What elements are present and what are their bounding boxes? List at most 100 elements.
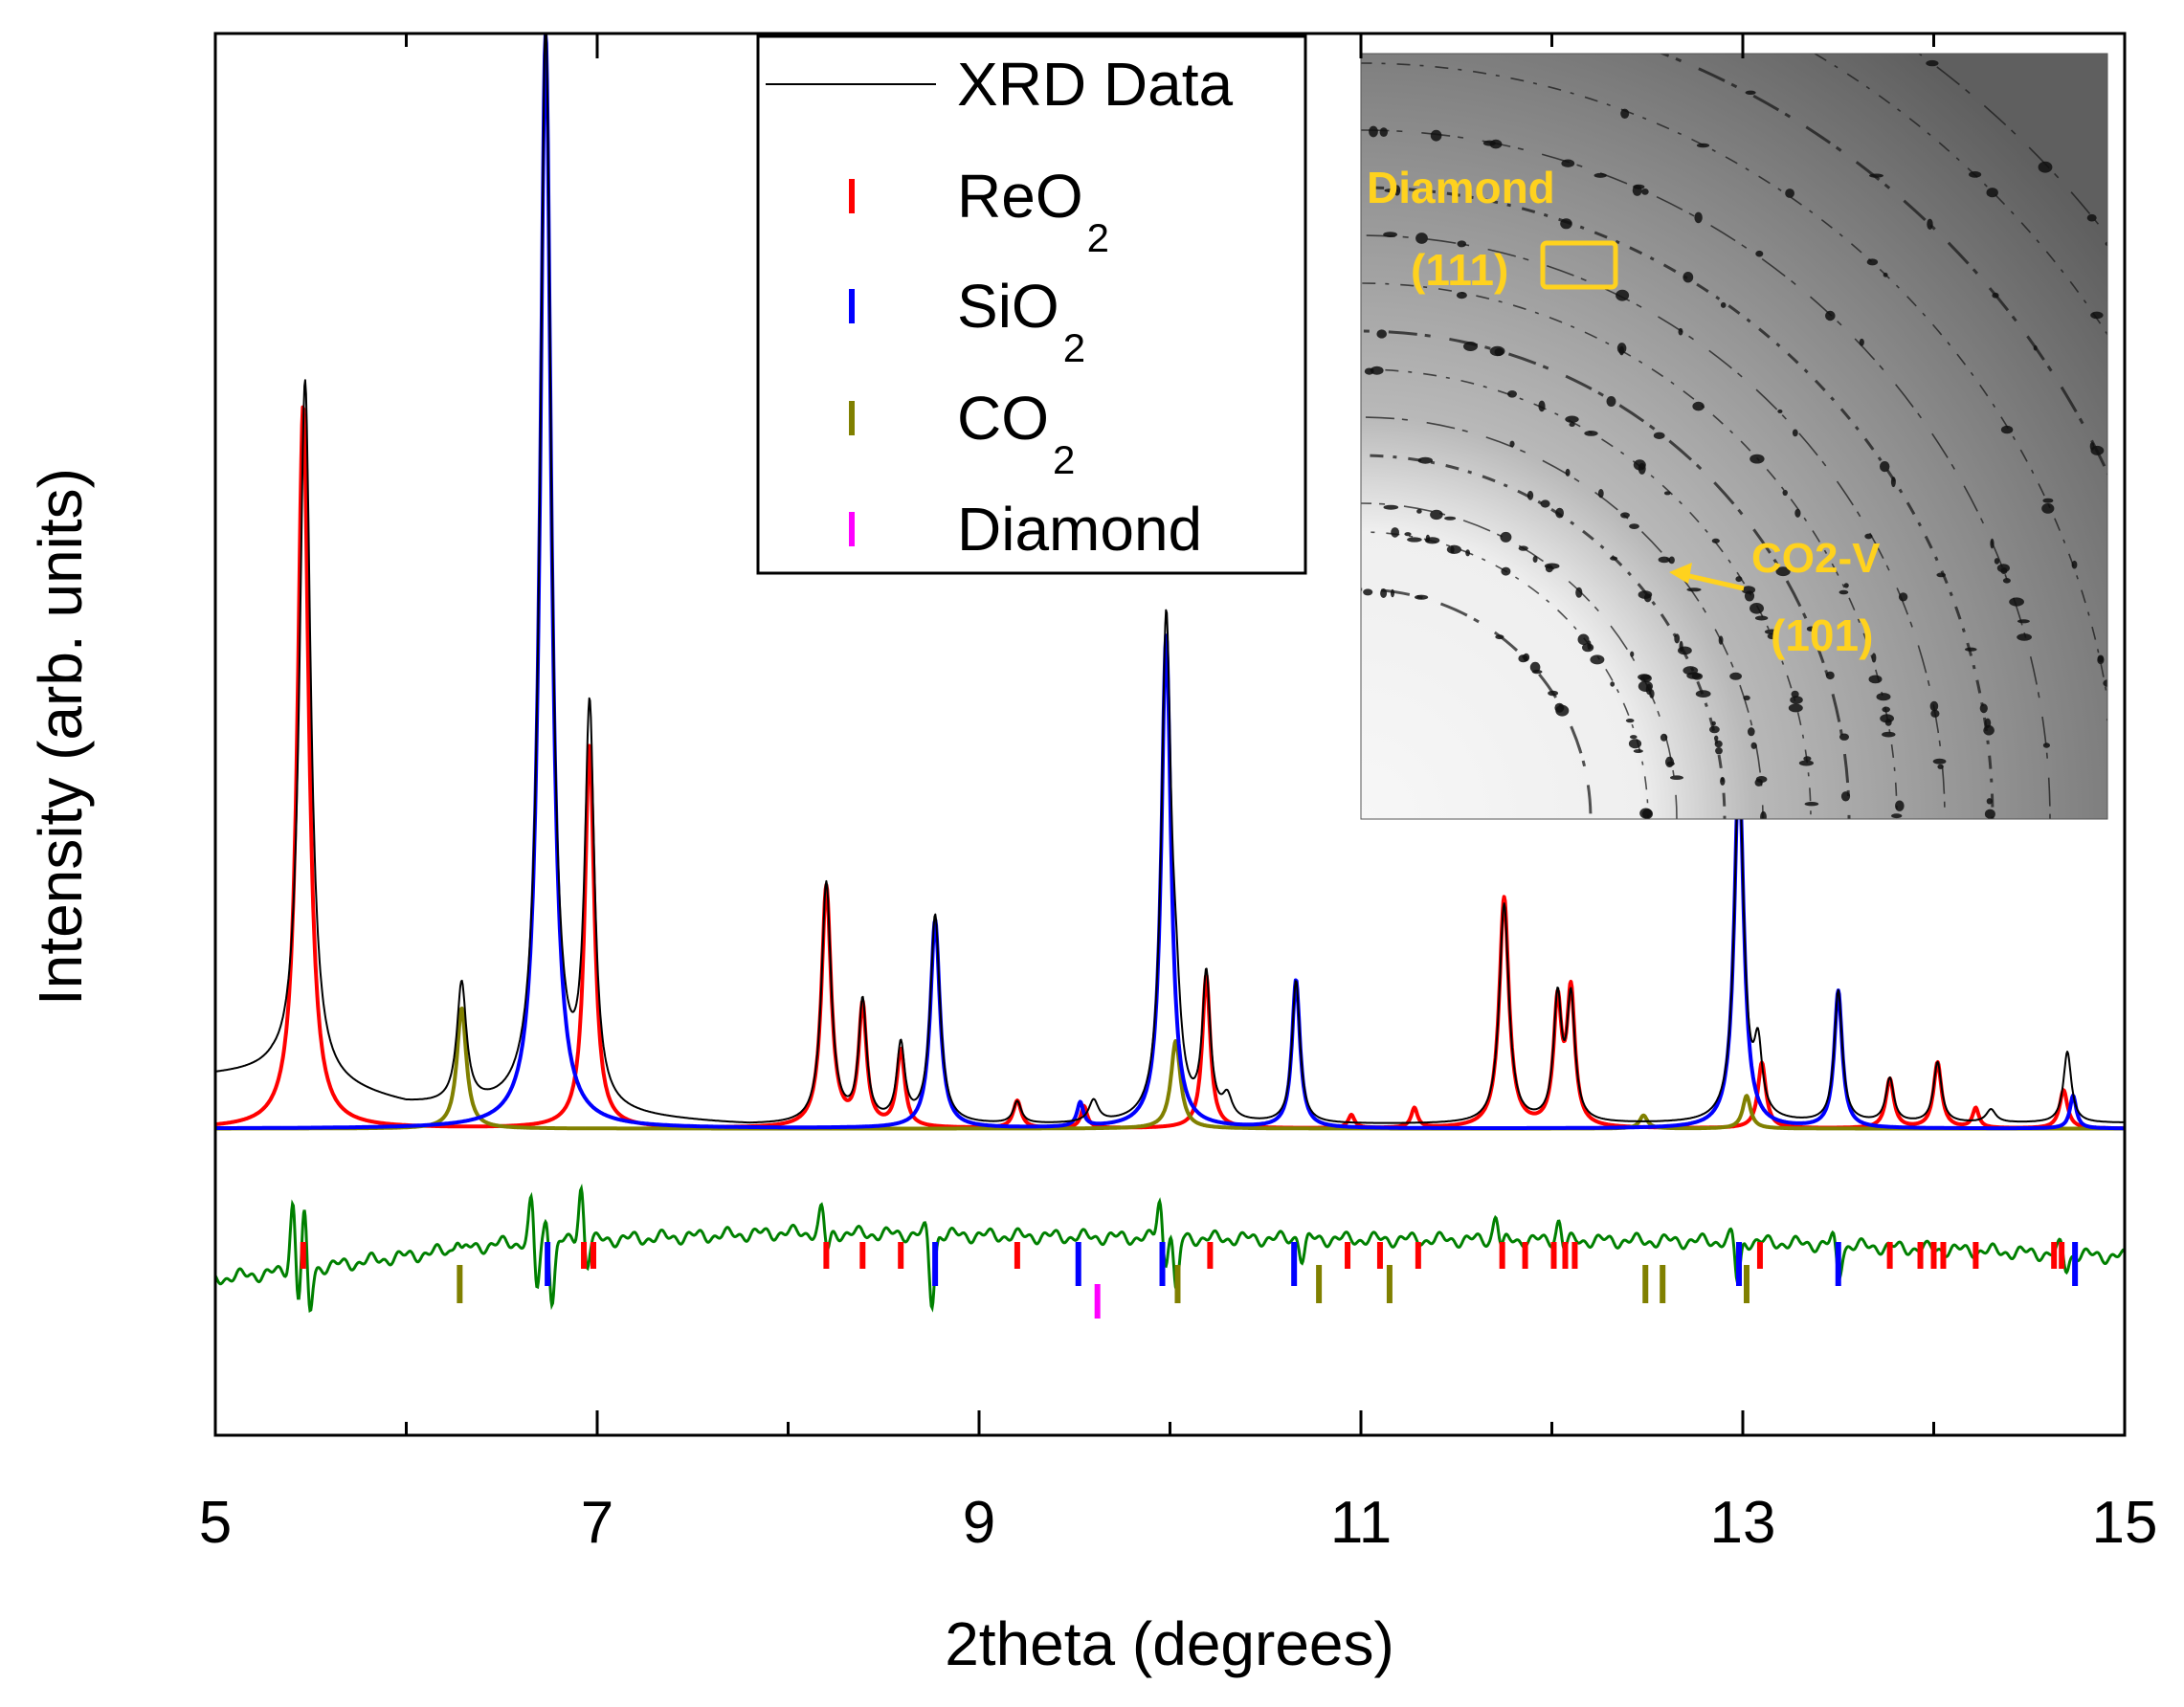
curves-layer: [215, 33, 2125, 1319]
diffraction-spot: [1843, 583, 1849, 588]
inset-background: [1361, 54, 2107, 819]
diffraction-spot: [1777, 409, 1783, 413]
diffraction-spot: [2175, 698, 2179, 709]
diffraction-spot: [1561, 159, 1575, 167]
diffraction-spot: [1882, 706, 1890, 713]
diffraction-spot: [1880, 461, 1890, 473]
diffraction-spot: [1593, 172, 1607, 178]
diffraction-spot: [1748, 727, 1755, 737]
diffraction-spot: [1760, 810, 1767, 819]
inset-label-111: (111): [1411, 245, 1508, 295]
diffraction-spot: [1545, 565, 1553, 573]
diffraction-spot: [2109, 342, 2122, 349]
diffraction-spot: [1794, 508, 1801, 518]
diffraction-spot: [1979, 703, 1988, 714]
diffraction-spot: [1625, 719, 1635, 723]
diffraction-spot: [1364, 367, 1374, 375]
diffraction-spot: [1500, 531, 1512, 543]
diffraction-spot: [1735, 576, 1743, 583]
diffraction-spot: [1695, 690, 1711, 698]
diffraction-spot: [1633, 749, 1643, 753]
series-difference-curve: [215, 1184, 2125, 1313]
diffraction-spot: [2106, 718, 2107, 721]
diffraction-spot: [1577, 633, 1590, 646]
diffraction-spot: [1754, 778, 1763, 787]
diffraction-spot: [1540, 499, 1550, 508]
diffraction-spot: [1456, 292, 1467, 299]
x-tick-label: 11: [1330, 1490, 1392, 1556]
diffraction-spot: [1531, 670, 1543, 675]
diffraction-spot: [1782, 489, 1788, 497]
diffraction-spot: [2180, 479, 2184, 483]
diffraction-inset-image: Diamond (111) CO2-V (101): [1360, 19, 2184, 820]
diffraction-spot: [1882, 731, 1896, 738]
diffraction-spot: [1457, 240, 1467, 248]
diffraction-spot: [1936, 572, 1946, 578]
diffraction-spot: [1376, 329, 1387, 339]
diffraction-spot: [2105, 241, 2107, 247]
diffraction-spot: [1620, 512, 1630, 519]
diffraction-spot: [1694, 211, 1703, 224]
diffraction-spot: [1610, 681, 1616, 687]
diffraction-spot: [2089, 442, 2095, 451]
diffraction-spot: [1658, 556, 1671, 564]
diffraction-spot: [1660, 733, 1668, 742]
diffraction-spot: [2017, 633, 2033, 641]
diffraction-spot: [1639, 674, 1652, 683]
diffraction-spot: [1518, 545, 1528, 551]
diffraction-spot: [1775, 566, 1791, 577]
diffraction-spot: [1792, 429, 1798, 437]
diffraction-spot: [1380, 588, 1388, 598]
diffraction-spot: [1495, 634, 1504, 640]
diffraction-spot: [1527, 490, 1534, 500]
diffraction-spot: [1548, 690, 1559, 697]
diffraction-spot: [2017, 619, 2030, 624]
series-co2-curve: [215, 1007, 2125, 1131]
x-axis-label: 2theta (degrees): [945, 1609, 1394, 1678]
diffraction-spot: [1638, 462, 1646, 475]
diffraction-spot: [1876, 693, 1891, 701]
inset-label-co2v: CO2-V: [1751, 535, 1881, 582]
diffraction-spot: [2042, 498, 2054, 503]
diffraction-spot: [1555, 704, 1570, 717]
diffraction-spot: [1482, 140, 1496, 146]
diffraction-spot: [1616, 289, 1630, 301]
diffraction-spot: [1743, 695, 1750, 701]
diffraction-spot: [1663, 491, 1671, 496]
diffraction-spot: [1767, 632, 1777, 640]
diffraction-spot: [1803, 756, 1812, 762]
diffraction-spot: [1509, 440, 1515, 448]
x-tick-label: 9: [963, 1490, 995, 1556]
series-xrd-data-curve: [215, 33, 2125, 1124]
diffraction-spot: [1391, 588, 1394, 598]
diffraction-spot: [1618, 345, 1624, 356]
inset-rings: [1361, 19, 2184, 819]
diffraction-spot: [1632, 185, 1642, 196]
diffraction-spot: [1746, 19, 1757, 23]
inset-arrow-head: [1669, 563, 1692, 584]
diffraction-spot: [1745, 90, 1756, 96]
diffraction-spot: [1996, 564, 2010, 573]
diffraction-spot: [1629, 523, 1639, 529]
diffraction-spot: [1384, 188, 1398, 193]
diffraction-spot: [1415, 594, 1429, 600]
diffraction-spot: [1665, 756, 1674, 768]
diffraction-spot: [1790, 696, 1803, 704]
diffraction-spot: [1391, 527, 1399, 538]
diffraction-spot: [1674, 633, 1681, 644]
diffraction-spot: [1990, 538, 1995, 549]
diffraction-spot: [1615, 34, 1626, 39]
x-axis: 5 7 9 11 13 15: [199, 33, 2157, 1556]
diffraction-spot: [1711, 538, 1720, 543]
diffraction-spot: [2178, 791, 2184, 796]
diffraction-spot: [1686, 672, 1702, 679]
diffraction-spot: [1643, 593, 1652, 603]
diffraction-spot: [1404, 532, 1412, 537]
diffraction-spot: [1560, 218, 1572, 230]
diffraction-spot: [1744, 590, 1755, 602]
diffraction-spot: [1986, 188, 1998, 198]
diffraction-spot: [1416, 509, 1422, 514]
diffraction-spot: [2159, 645, 2173, 651]
diffraction-spot: [1929, 700, 1939, 712]
